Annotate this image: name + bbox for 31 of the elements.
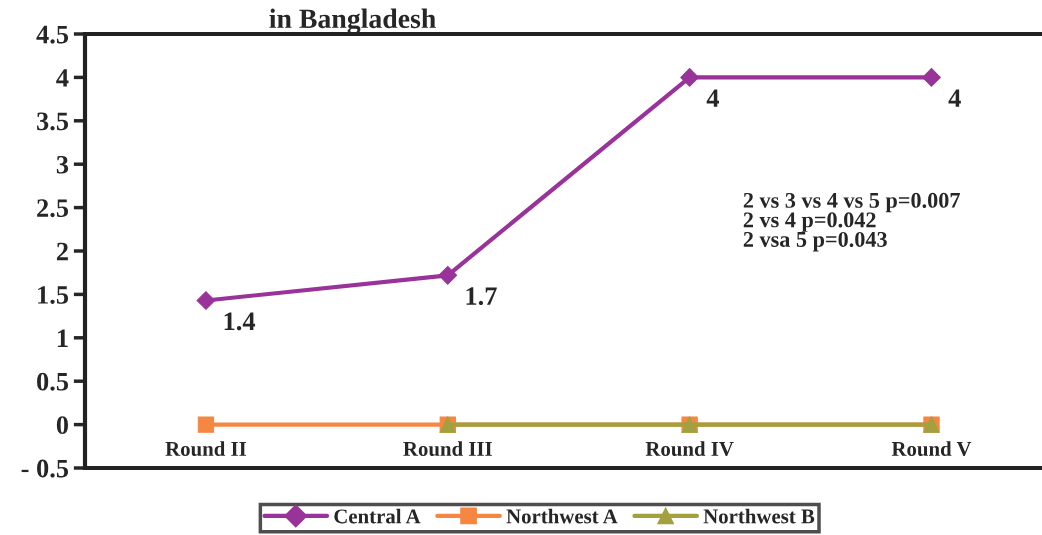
y-tick-label: - 0.5 — [21, 459, 69, 478]
point — [680, 68, 699, 87]
y-tick-label: 3.5 — [37, 112, 69, 131]
data-label: 1.7 — [466, 287, 497, 306]
annotation: 2 vs 3 vs 4 vs 5 p=0.007 — [743, 192, 960, 213]
y-tick-label: 1 — [57, 329, 68, 347]
y-tick-label: 2 — [56, 242, 68, 261]
y-tick-label: 0 — [56, 416, 69, 435]
point — [197, 416, 215, 433]
legend-label: Central A — [334, 508, 421, 524]
legend-label: Northwest B — [703, 508, 815, 524]
x-tick-label: Round II — [165, 441, 247, 456]
data-label: 4 — [948, 89, 961, 107]
point — [922, 68, 941, 87]
y-tick-label: 2.5 — [37, 199, 69, 218]
point — [196, 291, 216, 310]
y-tick-label: 4 — [56, 69, 69, 87]
chart-title: in Bangladesh — [269, 8, 436, 34]
x-tick-label: Round V — [891, 441, 972, 457]
annotation: 2 vsa 5 p=0.043 — [743, 231, 887, 252]
data-label: 4 — [706, 89, 720, 107]
y-tick-label: 3 — [56, 155, 69, 174]
point — [438, 265, 458, 285]
y-tick-label: 1.5 — [38, 286, 69, 304]
x-tick-label: Round IV — [645, 441, 734, 457]
data-label: 1.4 — [224, 312, 256, 331]
annotation: 2 vs 4 p=0.042 — [743, 212, 876, 232]
y-tick-label: 0.5 — [37, 372, 69, 391]
x-tick-label: Round III — [403, 441, 492, 456]
legend-label: Northwest A — [506, 508, 618, 524]
y-tick-label: 4.5 — [36, 25, 69, 44]
